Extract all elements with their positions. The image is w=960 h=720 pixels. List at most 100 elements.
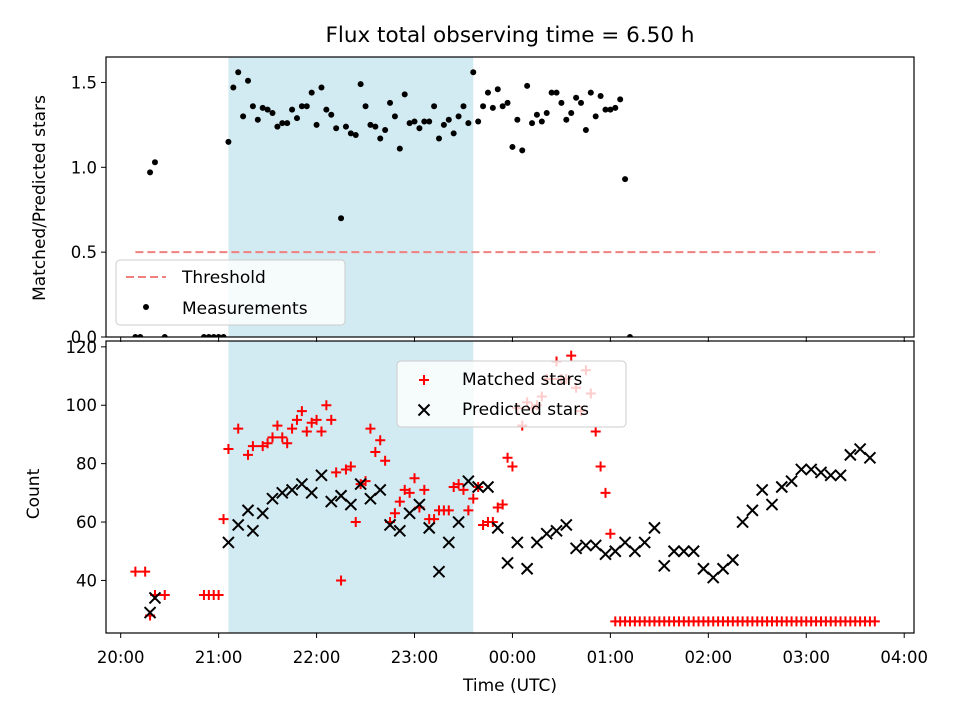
measurement-point <box>303 103 310 110</box>
measurement-point <box>872 0 878 3</box>
measurement-point <box>764 0 770 3</box>
bottom-ytick-label: 120 <box>66 338 98 357</box>
matched-star-point <box>375 435 386 446</box>
measurement-point <box>391 113 398 120</box>
bottom-ytick-label: 40 <box>76 571 97 590</box>
measurement-point <box>754 0 760 3</box>
measurement-point <box>538 118 545 125</box>
measurement-point <box>313 121 320 128</box>
measurement-point <box>225 138 232 145</box>
measurement-point <box>274 123 281 130</box>
matched-star-point <box>291 414 302 425</box>
measurement-point <box>808 0 814 3</box>
matched-star-point <box>267 432 278 443</box>
measurement-point <box>289 106 296 113</box>
predicted-star-point <box>746 504 759 517</box>
measurement-point <box>455 113 462 120</box>
measurement-point <box>382 126 389 133</box>
measurement-point <box>151 159 158 166</box>
predicted-star-point <box>471 480 485 494</box>
measurement-point <box>553 89 560 96</box>
predicted-star-point <box>560 518 573 532</box>
measurement-point <box>377 135 384 142</box>
chart-title: Flux total observing time = 6.50 h <box>326 23 695 48</box>
matched-star-point <box>321 400 332 411</box>
measurement-point <box>132 334 139 337</box>
measurement-point <box>725 0 731 3</box>
predicted-star-point <box>222 536 235 549</box>
measurement-point <box>401 91 408 98</box>
bottom-axes-frame <box>105 340 915 634</box>
measurement-point <box>249 103 256 110</box>
measurement-point <box>470 69 477 76</box>
matched-star-point <box>394 496 405 507</box>
matched-star-point <box>130 566 141 577</box>
xtick-label: 00:00 <box>489 648 537 667</box>
measurement-point <box>700 0 706 3</box>
matched-star-point <box>409 473 420 484</box>
measurement-point <box>828 0 834 3</box>
measurement-point <box>661 0 667 3</box>
matched-star-point <box>566 350 577 361</box>
xtick-label: 02:00 <box>685 648 733 667</box>
matched-star-point <box>272 420 283 431</box>
measurement-point <box>445 116 452 123</box>
measurement-point <box>323 106 330 113</box>
measurement-point <box>847 0 853 3</box>
measurement-point <box>582 126 589 133</box>
predicted-star-point <box>707 571 720 584</box>
predicted-star-point <box>325 495 338 508</box>
bottom-ytick-label: 80 <box>76 455 97 474</box>
predicted-star-point <box>569 542 583 555</box>
measurement-point <box>686 0 692 3</box>
legend-matched-swatch <box>419 375 429 385</box>
legend-threshold-label: Threshold <box>181 268 266 288</box>
measurement-point <box>484 89 491 96</box>
predicted-star-point <box>785 474 798 488</box>
xtick-label: 21:00 <box>195 648 243 667</box>
measurement-point <box>696 0 702 3</box>
matched-star-point <box>507 461 518 472</box>
predicted-star-point <box>511 536 524 549</box>
measurement-point <box>215 334 222 337</box>
measurement-point <box>269 110 276 116</box>
matched-star-point <box>600 487 611 498</box>
measurement-point <box>147 169 154 176</box>
measurement-point <box>842 0 848 3</box>
matched-star-point <box>380 455 391 466</box>
matched-star-point <box>468 493 479 504</box>
top-ytick-label: 1.5 <box>71 73 97 92</box>
measurement-point <box>705 0 711 3</box>
xtick-label: 22:00 <box>293 648 341 667</box>
measurement-point <box>431 103 438 110</box>
measurement-point <box>730 0 736 3</box>
measurement-point <box>769 0 775 3</box>
measurement-point <box>759 0 765 3</box>
measurement-point <box>587 89 594 96</box>
predicted-star-point <box>344 498 358 511</box>
measurement-point <box>818 0 824 3</box>
legend-measurements-label: Measurements <box>182 299 308 319</box>
measurement-point <box>279 120 286 127</box>
predicted-star-point <box>148 591 162 605</box>
matched-star-point <box>404 487 415 498</box>
matched-star-point <box>389 508 400 519</box>
matched-star-point <box>213 590 224 601</box>
predicted-star-point <box>305 486 318 500</box>
xtick-label: 04:00 <box>880 648 928 667</box>
matched-star-point <box>247 441 258 452</box>
predicted-star-point <box>374 483 387 497</box>
measurement-point <box>450 130 457 137</box>
predicted-star-point <box>648 521 661 535</box>
matched-star-point <box>140 566 151 577</box>
measurement-point <box>494 86 501 93</box>
matched-star-point <box>218 514 229 525</box>
predicted-star-point <box>393 524 407 538</box>
measurement-point <box>421 118 428 125</box>
legend-predicted-swatch <box>417 403 431 417</box>
predicted-star-point <box>765 498 779 511</box>
matched-star-point <box>605 528 616 539</box>
measurement-point <box>563 116 570 123</box>
measurements-series <box>132 0 878 337</box>
predicted-star-point <box>232 518 245 532</box>
